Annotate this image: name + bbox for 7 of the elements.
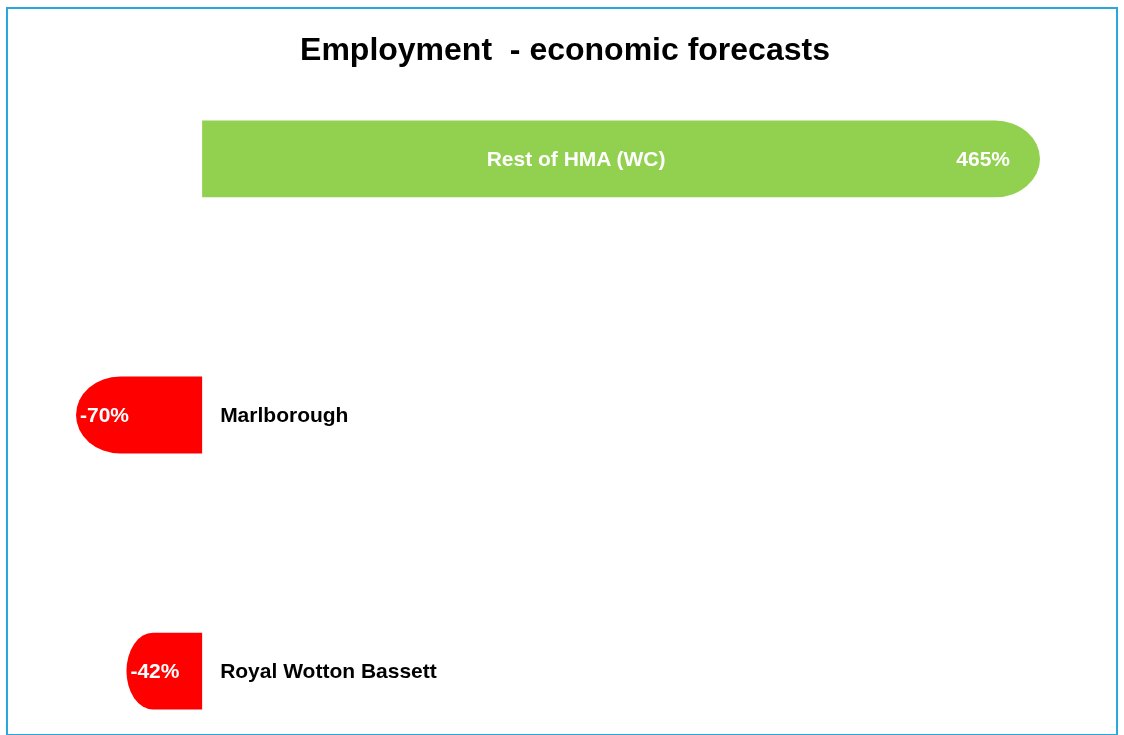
chart-title: Employment - economic forecasts — [300, 31, 830, 67]
data-label: 465% — [956, 147, 1011, 171]
y-tick-label: Marlborough — [220, 403, 349, 427]
y-tick-label: Rest of HMA (WC) — [486, 147, 666, 171]
data-label: -42% — [130, 659, 180, 683]
data-label: -70% — [80, 403, 130, 427]
y-tick-label: Royal Wotton Bassett — [220, 659, 437, 683]
